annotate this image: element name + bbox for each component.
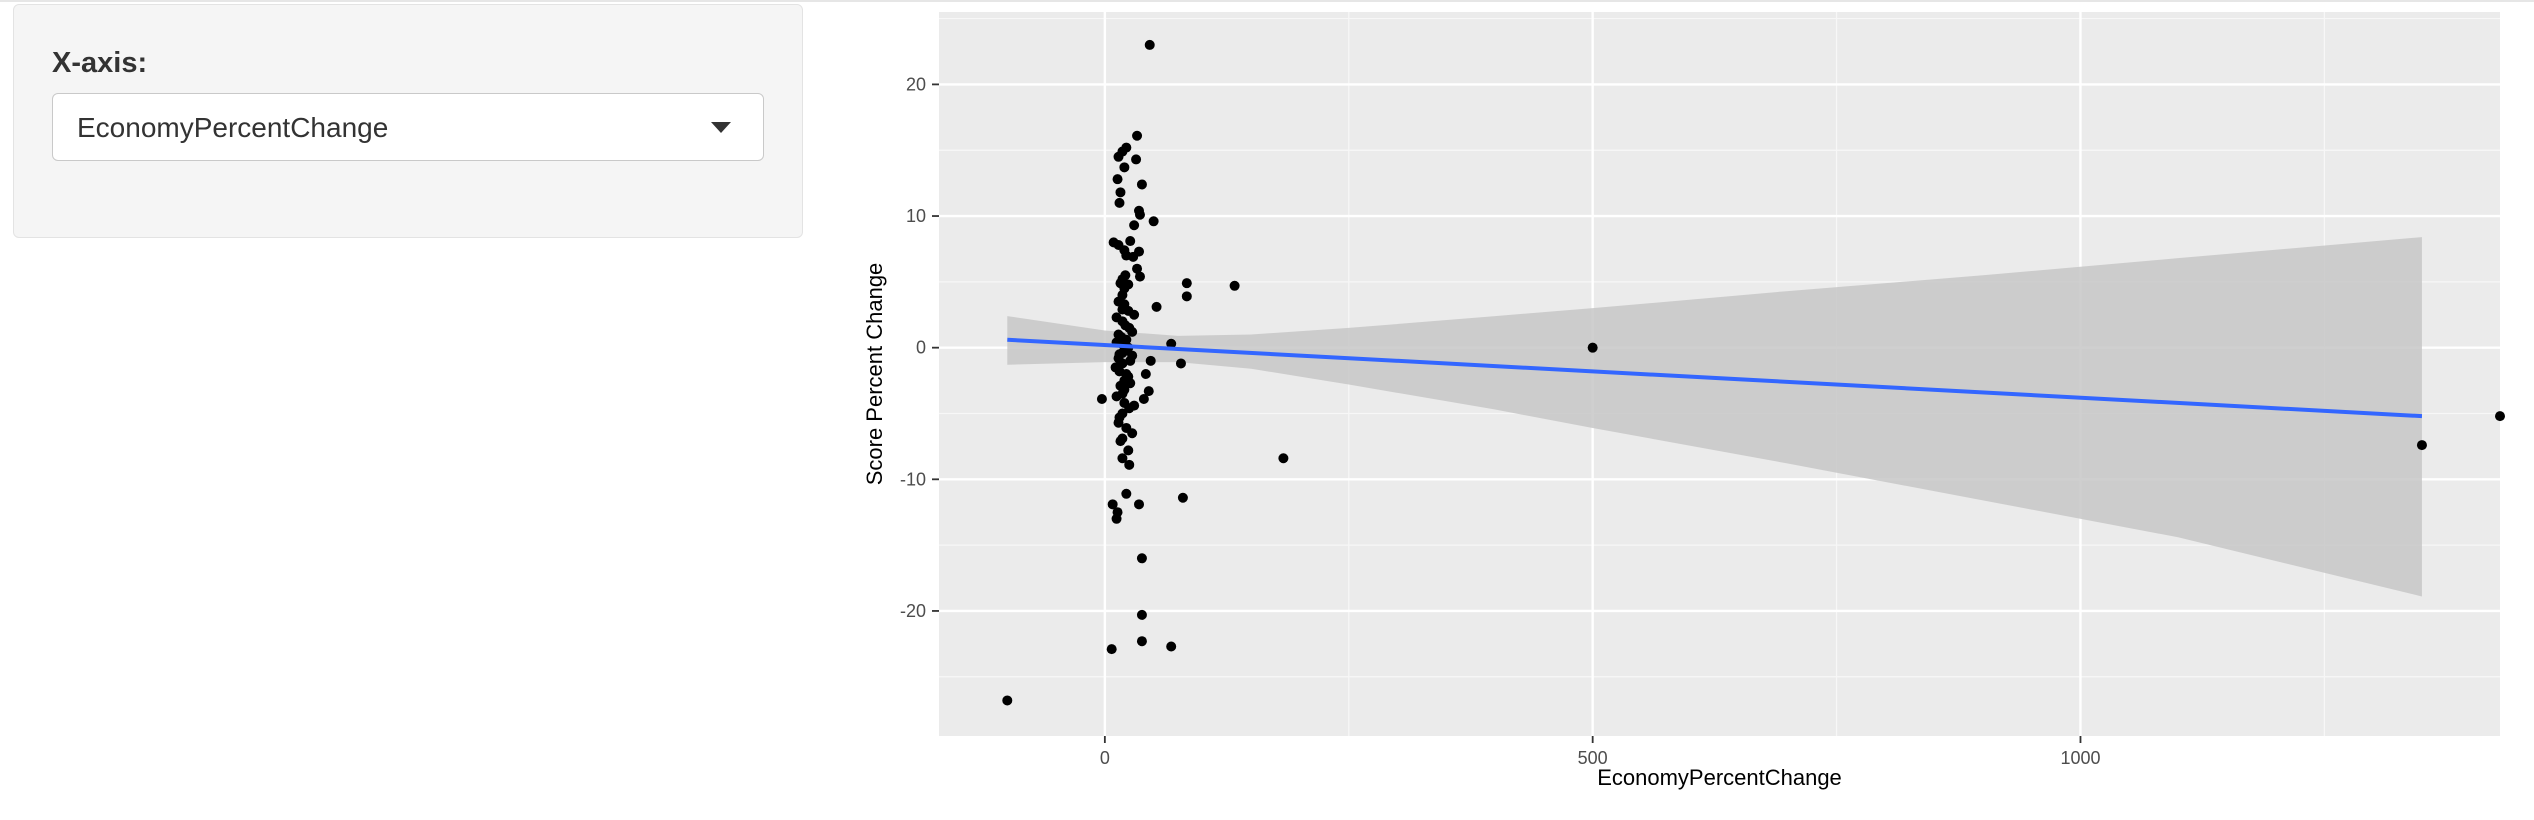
data-point — [2495, 411, 2505, 422]
data-point — [1124, 403, 1135, 414]
data-point — [1127, 350, 1138, 361]
data-point — [1123, 445, 1134, 456]
data-point — [1125, 236, 1136, 247]
data-point — [1134, 209, 1145, 220]
data-point — [1151, 301, 1162, 312]
data-point — [1132, 263, 1143, 274]
data-point — [1125, 378, 1136, 389]
x-axis-select-value: EconomyPercentChange — [77, 112, 389, 143]
data-point — [1119, 162, 1130, 173]
data-point — [2416, 440, 2427, 451]
data-point — [1278, 453, 1289, 464]
data-point — [1124, 459, 1135, 470]
x-tick-label: 500 — [1578, 748, 1608, 768]
data-point — [1129, 220, 1140, 231]
data-point — [1229, 280, 1240, 291]
y-tick-label: -20 — [900, 601, 926, 621]
data-points — [1002, 39, 2505, 706]
data-point — [1111, 391, 1122, 402]
x-axis-label: X-axis: — [52, 47, 148, 79]
data-point — [1131, 154, 1142, 165]
y-tick-label: 0 — [916, 338, 926, 358]
data-point — [1166, 641, 1177, 652]
regression-line — [1007, 337, 2423, 419]
data-point — [1096, 394, 1107, 405]
data-point — [1143, 386, 1154, 397]
data-point — [1114, 197, 1125, 208]
x-tick-label: 0 — [1100, 748, 1110, 768]
data-point — [1115, 436, 1126, 447]
data-point — [1148, 216, 1159, 227]
data-point — [1144, 39, 1155, 50]
x-axis-select[interactable]: EconomyPercentChange — [52, 93, 764, 161]
top-border — [0, 0, 2534, 2]
data-point — [1587, 342, 1598, 353]
y-tick-label: -10 — [900, 469, 926, 489]
y-tick-label: 10 — [906, 206, 926, 226]
data-point — [1136, 609, 1147, 620]
data-point — [1115, 187, 1126, 198]
data-point — [1134, 499, 1145, 510]
y-tick-label: 20 — [906, 74, 926, 94]
data-point — [1113, 151, 1124, 162]
data-point — [1128, 251, 1139, 262]
data-point — [1140, 369, 1151, 379]
y-axis-title: Score Percent Change — [862, 263, 887, 486]
data-point — [1134, 271, 1145, 282]
data-point — [1002, 695, 1013, 706]
caret-down-icon — [711, 122, 731, 133]
x-tick-label: 1000 — [2060, 748, 2100, 768]
data-point — [1166, 338, 1177, 349]
data-point — [1106, 644, 1117, 655]
data-point — [1132, 130, 1143, 141]
data-point — [1117, 453, 1128, 464]
data-point — [1181, 278, 1192, 289]
data-point — [1127, 428, 1138, 439]
data-point — [1107, 499, 1118, 510]
data-point — [1145, 355, 1156, 366]
data-point — [1113, 417, 1124, 428]
data-point — [1138, 394, 1149, 405]
data-point — [1136, 636, 1147, 647]
scatter-plot: -20 -10 0 10 20 0 500 1000 EconomyPercentChang… — [862, 12, 2505, 790]
data-point — [1181, 291, 1192, 302]
data-point — [1136, 553, 1147, 564]
data-point — [1129, 309, 1140, 320]
data-point — [1121, 488, 1132, 499]
data-point — [1175, 358, 1186, 369]
data-point — [1177, 492, 1188, 503]
x-axis: 0 500 1000 — [1100, 736, 2101, 768]
sidebar-panel: X-axis: EconomyPercentChange — [13, 4, 803, 238]
x-axis-title: EconomyPercentChange — [1597, 765, 1842, 790]
data-point — [1112, 174, 1123, 185]
data-point — [1136, 179, 1147, 190]
data-point — [1127, 326, 1138, 337]
y-axis: -20 -10 0 10 20 — [900, 74, 939, 621]
data-point — [1111, 513, 1122, 524]
